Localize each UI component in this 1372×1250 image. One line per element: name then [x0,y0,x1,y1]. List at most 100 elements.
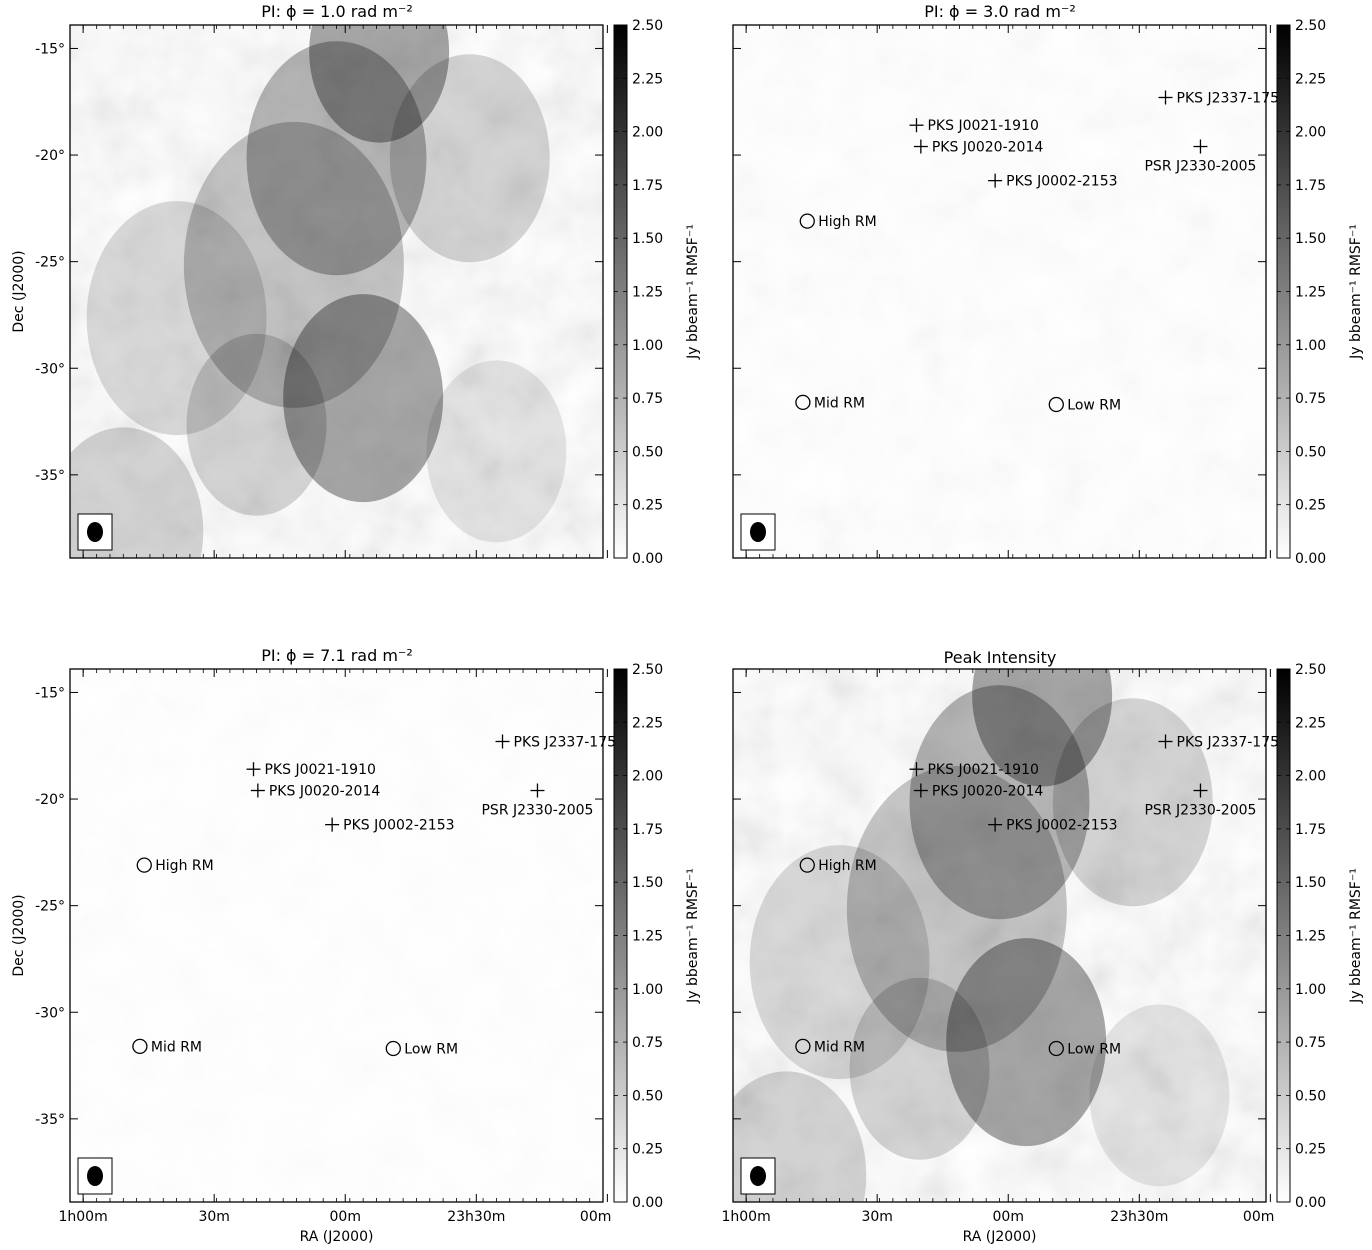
emission-blob [389,54,550,263]
intensity-image [70,669,603,1202]
emission-blob [846,765,1067,1052]
y-tick-label: -25° [35,255,65,271]
colorbar-tick-label: 2.25 [632,71,663,87]
source-label: PKS J2337-1752 [514,734,625,750]
panel-title: Peak Intensity [944,648,1057,667]
emission-blob [186,333,327,516]
colorbar-tick-label: 1.25 [1295,285,1326,301]
colorbar-tick-label: 1.00 [632,338,663,354]
x-tick-label: 00m [330,1209,361,1225]
colorbar-label: Jy bbeam⁻¹ RMSF⁻¹ [685,868,701,1004]
intensity-image [70,25,603,558]
x-tick-label: 00m [1243,1209,1274,1225]
colorbar-tick-label: 0.50 [1295,1088,1326,1104]
x-axis-label: RA (J2000) [300,1229,374,1245]
y-tick-label: -35° [35,1112,65,1128]
y-tick-label: -35° [35,468,65,484]
colorbar-label: Jy bbeam⁻¹ RMSF⁻¹ [1348,868,1364,1004]
colorbar-tick-label: 0.75 [1295,391,1326,407]
colorbar-tick-label: 0.25 [632,498,663,514]
emission-blob [426,360,567,543]
emission-blob [749,845,930,1080]
source-marker-circle [799,213,815,229]
image-texture [70,669,603,1202]
beam-ellipse [750,1166,766,1186]
colorbar-tick-label: 1.25 [632,285,663,301]
y-tick-label: -15° [35,685,65,701]
colorbar-tick-label: 1.75 [1295,822,1326,838]
intensity-image [733,25,1266,558]
y-tick-label: -30° [35,361,65,377]
colorbar-tick-label: 2.50 [1295,18,1326,34]
source-label: PKS J2337-1752 [1177,90,1288,106]
x-axis-label: RA (J2000) [963,1229,1037,1245]
source-marker-circle [799,857,815,873]
beam-ellipse [87,1166,103,1186]
source-label: PSR J2330-2005 [1144,159,1256,175]
source-label: Mid RM [814,1039,865,1055]
source-label: PKS J0002-2153 [343,818,454,834]
colorbar-tick-label: 0.00 [632,551,663,567]
source-label: PSR J2330-2005 [1144,803,1256,819]
x-tick-label: 00m [580,1209,611,1225]
colorbar-tick-label: 1.50 [632,231,663,247]
panel-pi-7: PI: ϕ = 7.1 rad m⁻² -15° -20° -25° -30° -35°… [11,646,701,1245]
colorbar-tick-label: 0.25 [1295,498,1326,514]
colorbar-tick-label: 2.25 [632,715,663,731]
colorbar-tick-label: 2.00 [1295,125,1326,141]
source-label: PKS J0021-1910 [927,118,1038,134]
y-axis-label: Dec (J2000) [11,250,27,332]
source-label: PKS J0020-2014 [932,784,1043,800]
source-label: PKS J0002-2153 [1006,174,1117,190]
emission-blob [183,121,404,408]
source-label: Low RM [404,1041,458,1057]
emission-blob [86,201,267,436]
panel-pi-1: PI: ϕ = 1.0 rad m⁻² -15° -20° -25° -30° -35°… [11,2,701,567]
colorbar-tick-label: 0.25 [632,1142,663,1158]
x-tick-label: 00m [993,1209,1024,1225]
source-marker-circle [132,1038,148,1055]
emission-blob [972,669,1113,787]
colorbar-tick-label: 2.50 [632,662,663,678]
colorbar-tick-label: 0.25 [1295,1142,1326,1158]
emission-blob [946,938,1107,1147]
emission-blob [70,427,204,558]
x-tick-label: 1h00m [58,1209,107,1225]
colorbar-tick-label: 1.50 [1295,231,1326,247]
beam-ellipse [750,522,766,542]
panel-title: PI: ϕ = 3.0 rad m⁻² [924,2,1076,21]
colorbar-tick-label: 2.25 [1295,71,1326,87]
source-marker-circle [1048,1040,1064,1057]
emission-blob [849,977,990,1160]
colorbar-tick-label: 2.50 [1295,662,1326,678]
source-label: High RM [818,858,876,874]
emission-blob [1052,698,1213,907]
emission-blob [1089,1004,1230,1187]
source-label: Mid RM [814,395,865,411]
y-axis-label: Dec (J2000) [11,894,27,976]
colorbar-tick-label: 0.00 [1295,551,1326,567]
colorbar-tick-label: 2.25 [1295,715,1326,731]
source-marker-circle [1048,396,1064,413]
intensity-image [733,669,1266,1202]
y-tick-label: -25° [35,899,65,915]
colorbar-tick-label: 1.00 [632,982,663,998]
y-tick-label: -20° [35,792,65,808]
colorbar-tick-label: 2.00 [632,125,663,141]
colorbar-tick-label: 0.50 [1295,444,1326,460]
source-marker-circle [795,394,811,411]
colorbar-label: Jy bbeam⁻¹ RMSF⁻¹ [685,224,701,360]
colorbar-tick-label: 2.00 [1295,769,1326,785]
x-tick-label: 30m [198,1209,229,1225]
y-tick-label: -20° [35,148,65,164]
colorbar-tick-label: 1.75 [632,178,663,194]
emission-blob [283,294,444,503]
colorbar-tick-label: 1.25 [1295,929,1326,945]
source-label: High RM [818,214,876,230]
source-label: Mid RM [151,1039,202,1055]
source-label: PSR J2330-2005 [481,803,593,819]
colorbar-tick-label: 1.50 [1295,875,1326,891]
panel-title: PI: ϕ = 7.1 rad m⁻² [261,646,413,665]
colorbar-tick-label: 2.00 [632,769,663,785]
